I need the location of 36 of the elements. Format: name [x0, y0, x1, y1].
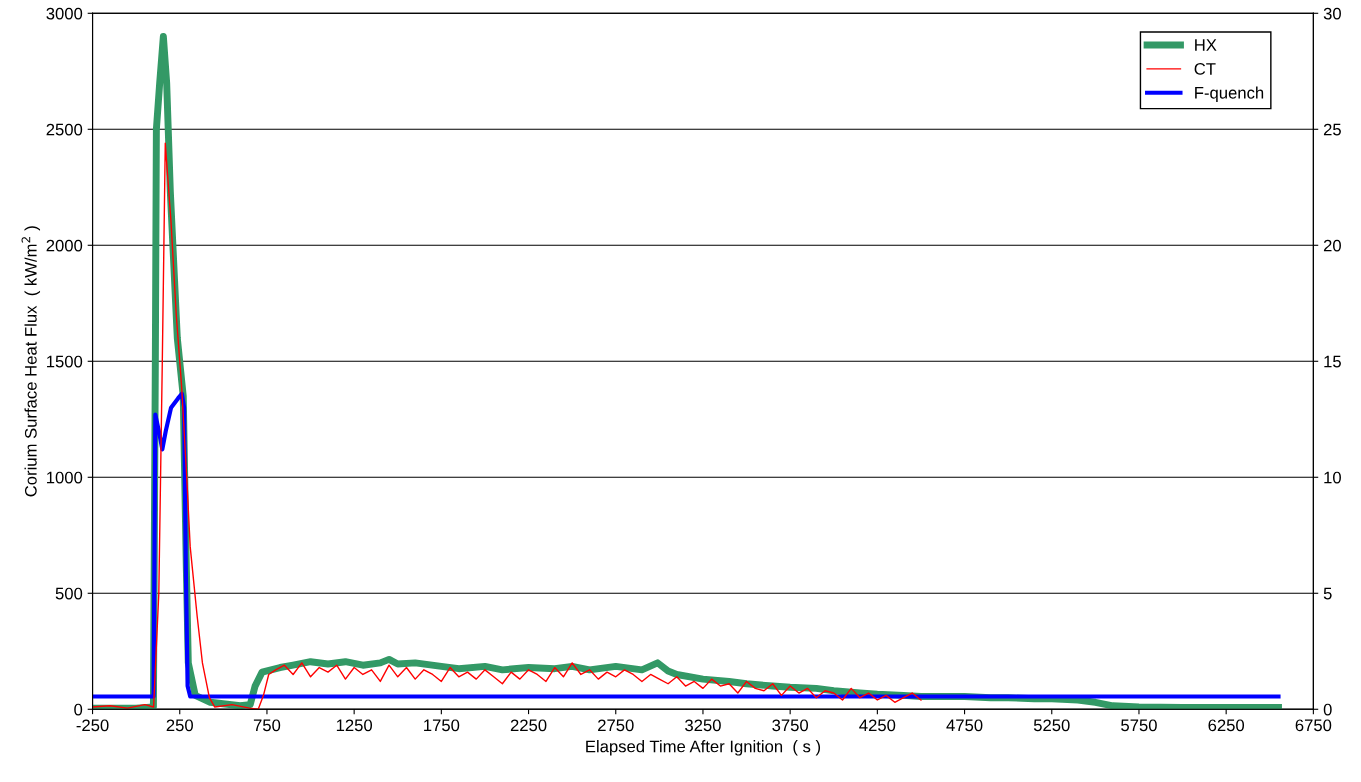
y2-tick-label: 5: [1323, 587, 1332, 600]
y-tick-label: 1500: [47, 355, 83, 368]
y-tick-label: 1000: [47, 471, 83, 484]
x-tick-label: 2250: [510, 719, 547, 732]
x-tick-label: 2750: [598, 719, 634, 732]
x-tick-label: 6750: [1295, 719, 1332, 732]
x-tick-label: 1250: [336, 719, 373, 732]
x-tick-label: 5250: [1033, 719, 1070, 732]
y-axis-title: Corium Surface Heat Flux ( kW/m$^{2}$ ): [21, 226, 41, 497]
line-series: [92, 142, 922, 710]
x-axis-title: Elapsed Time After Ignition ( s ): [586, 740, 821, 756]
x-tick-label: 3250: [685, 719, 721, 732]
y-tick-label: 0: [74, 703, 83, 716]
y2-tick-label: 20: [1323, 239, 1341, 252]
x-tick-label: 6250: [1208, 719, 1245, 732]
x-tick-label: 3750: [772, 719, 809, 732]
x-tick-label: 750: [253, 719, 281, 732]
y-tick-label: 2000: [46, 239, 83, 252]
y2-tick-label: 0: [1323, 703, 1332, 716]
y2-tick-label: 25: [1323, 123, 1341, 136]
y2-tick-label: 30: [1323, 7, 1341, 20]
legend-label: F-quench: [1195, 86, 1264, 103]
y2-tick-label: 15: [1324, 355, 1341, 368]
legend-label: CT: [1194, 63, 1216, 75]
y2-tick-label: 10: [1324, 471, 1341, 484]
x-tick-label: 1750: [424, 719, 460, 732]
line-series: [92, 391, 1281, 699]
x-tick-label: -250: [76, 719, 109, 732]
legend-label: HX: [1195, 39, 1217, 51]
y-tick-label: 500: [55, 587, 83, 600]
x-tick-label: 250: [166, 719, 193, 732]
x-tick-label: 4250: [859, 719, 896, 732]
y-tick-label: 3000: [46, 7, 83, 20]
y-tick-label: 2500: [46, 123, 83, 136]
x-tick-label: 4750: [946, 719, 983, 732]
x-tick-label: 5750: [1121, 719, 1157, 732]
